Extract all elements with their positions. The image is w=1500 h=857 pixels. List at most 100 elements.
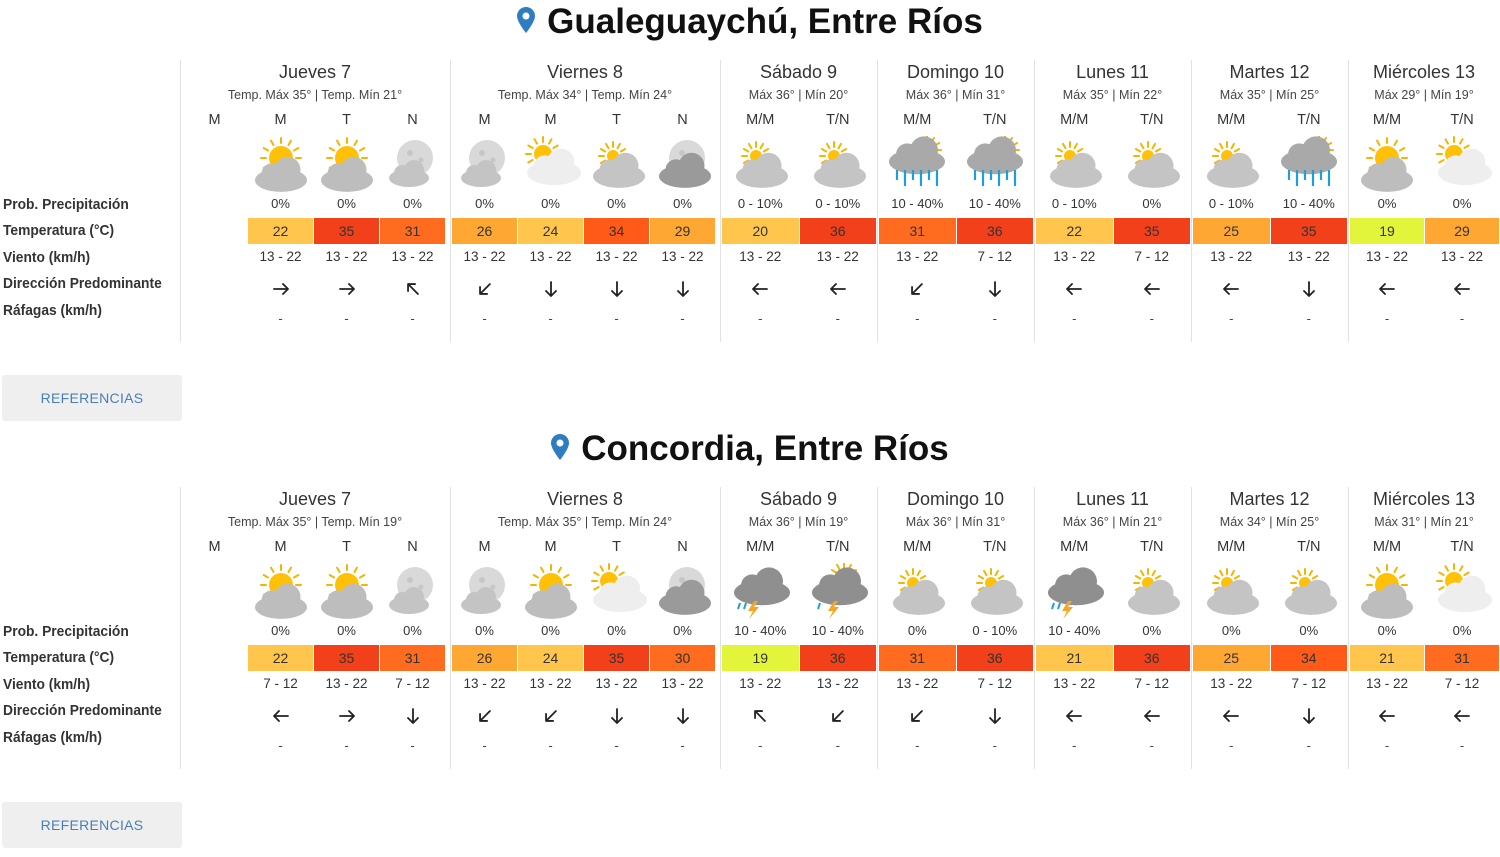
temperature-cell: 35 — [314, 218, 379, 244]
wind-direction — [452, 708, 517, 730]
precip-probability: 0% — [403, 623, 422, 638]
period-label: M/M — [1217, 112, 1246, 128]
precip-probability: 0% — [475, 623, 494, 638]
partly-cloudy-icon — [957, 563, 1034, 619]
temperature-cell: 35 — [584, 645, 649, 671]
wind-arrow-icon — [1143, 281, 1160, 302]
wind-direction — [248, 281, 313, 303]
period-label: T/N — [826, 539, 850, 555]
references-button[interactable]: REFERENCIAS — [2, 802, 182, 848]
temperature-cell: 25 — [1193, 218, 1270, 244]
gust-speed: - — [482, 738, 487, 753]
wind-arrow-icon — [831, 708, 845, 729]
precip-probability: 0% — [673, 196, 692, 211]
row-label: Dirección Predominante — [3, 275, 162, 292]
forecast-slot: T/N 10 - 40% 35 13 - 22 - — [1270, 0, 1348, 340]
wind-speed: 13 - 22 — [325, 249, 368, 264]
location-forecast: Gualeguaychú, Entre Ríos Prob. Precipitac… — [2, 0, 1499, 421]
wind-speed: 13 - 22 — [1053, 676, 1096, 691]
wind-direction — [182, 708, 247, 730]
wind-speed: 7 - 12 — [1291, 676, 1327, 691]
gust-speed: - — [278, 311, 283, 326]
wind-arrow-icon — [1302, 281, 1316, 302]
gust-speed: - — [410, 311, 415, 326]
day-name: Domingo 10 — [906, 62, 1005, 82]
wind-arrow-icon — [338, 708, 355, 729]
wind-direction — [650, 281, 715, 303]
row-label: Viento (km/h) — [3, 249, 91, 266]
period-label: M/M — [1217, 539, 1246, 555]
day-name: Viernes 8 — [547, 489, 623, 509]
wind-speed: 13 - 22 — [325, 676, 368, 691]
wind-arrow-icon — [676, 708, 690, 729]
precip-probability: 0 - 10% — [1208, 196, 1254, 211]
day-min-max: Máx 35° | Mín 22° — [1062, 88, 1163, 102]
wind-arrow-icon — [752, 281, 769, 302]
row-label: Ráfagas (km/h) — [3, 729, 102, 746]
row-label: Prob. Precipitación — [3, 623, 129, 640]
precip-probability: 0% — [337, 623, 356, 638]
gust-speed: - — [680, 738, 685, 753]
temperature-cell: 34 — [584, 218, 649, 244]
forecast-slot: T 0% 35 13 - 22 - — [584, 427, 649, 767]
gust-speed: - — [1229, 311, 1234, 326]
wind-speed: 13 - 22 — [1210, 676, 1253, 691]
wind-arrow-icon — [1379, 708, 1395, 729]
temperature-cell: 36 — [799, 645, 876, 671]
wind-arrow-icon — [910, 281, 924, 302]
period-label: T/N — [826, 112, 850, 128]
day-min-max: Temp. Máx 35° | Temp. Mín 21° — [227, 88, 403, 102]
gust-speed: - — [548, 738, 553, 753]
period-label: N — [677, 112, 688, 128]
wind-speed: 13 - 22 — [391, 249, 434, 264]
gust-speed: - — [1229, 738, 1234, 753]
period-label: M/M — [1372, 539, 1402, 555]
day-name: Jueves 7 — [278, 489, 352, 509]
forecast-slot: T/N 0% 35 7 - 12 - — [1113, 0, 1190, 340]
wind-arrow-icon — [829, 281, 846, 302]
wind-speed: 13 - 22 — [1365, 249, 1409, 264]
period-label: T/N — [1140, 539, 1164, 555]
wind-direction — [957, 281, 1034, 303]
day-column: Domingo 10 Máx 36° | Mín 31° M/M 10 - 40% 3… — [877, 0, 1034, 342]
storm-icon — [722, 563, 799, 619]
forecast-slot: T/N 10 - 40% 36 7 - 12 - — [956, 0, 1034, 340]
period-label: M — [544, 539, 557, 555]
day-name: Domingo 10 — [906, 489, 1005, 509]
sun-cloud-icon — [1350, 563, 1424, 619]
precip-probability: 0 - 10% — [1051, 196, 1097, 211]
day-column: Domingo 10 Máx 36° | Mín 31° M/M 0% 31 13 - … — [877, 427, 1034, 769]
period-label: M — [208, 112, 221, 128]
precip-probability: 0% — [475, 196, 494, 211]
period-label: T — [612, 112, 621, 128]
wind-speed: 13 - 22 — [529, 249, 572, 264]
references-button[interactable]: REFERENCIAS — [2, 375, 182, 421]
gust-speed: - — [548, 311, 553, 326]
forecast-slot: T/N 0 - 10% 36 7 - 12 - — [956, 427, 1034, 767]
period-label: T/N — [1450, 539, 1474, 555]
forecast-slot: M/M 0 - 10% 20 13 - 22 - — [722, 0, 799, 340]
gust-speed: - — [1306, 311, 1311, 326]
location-forecast: Concordia, Entre Ríos Prob. Precipitación… — [0, 427, 1500, 857]
period-label: M — [274, 539, 287, 555]
forecast-slot: M/M 10 - 40% 19 13 - 22 - — [722, 427, 799, 767]
day-column: Viernes 8 Temp. Máx 35° | Temp. Mín 24° M … — [450, 427, 720, 769]
precip-probability: 0% — [1221, 623, 1241, 638]
wind-direction — [879, 281, 956, 303]
period-label: M/M — [746, 539, 775, 555]
wind-speed: 13 - 22 — [896, 249, 939, 264]
temperature-cell: 36 — [1113, 645, 1190, 671]
precip-probability: 10 - 40% — [811, 623, 864, 638]
gust-speed: - — [835, 311, 840, 326]
day-divider — [1348, 60, 1349, 342]
temperature-cell: 29 — [650, 218, 715, 244]
row-label: Temperatura (°C) — [3, 222, 115, 239]
temperature-cell — [182, 645, 247, 671]
rain-icon — [1271, 136, 1348, 192]
temperature-cell: 22 — [1036, 218, 1113, 244]
temperature-cell: 31 — [380, 218, 445, 244]
sun-big-cloud-icon — [518, 136, 583, 192]
temperature-cell — [182, 218, 247, 244]
gust-speed: - — [344, 738, 349, 753]
sun-cloud-icon — [248, 136, 313, 192]
